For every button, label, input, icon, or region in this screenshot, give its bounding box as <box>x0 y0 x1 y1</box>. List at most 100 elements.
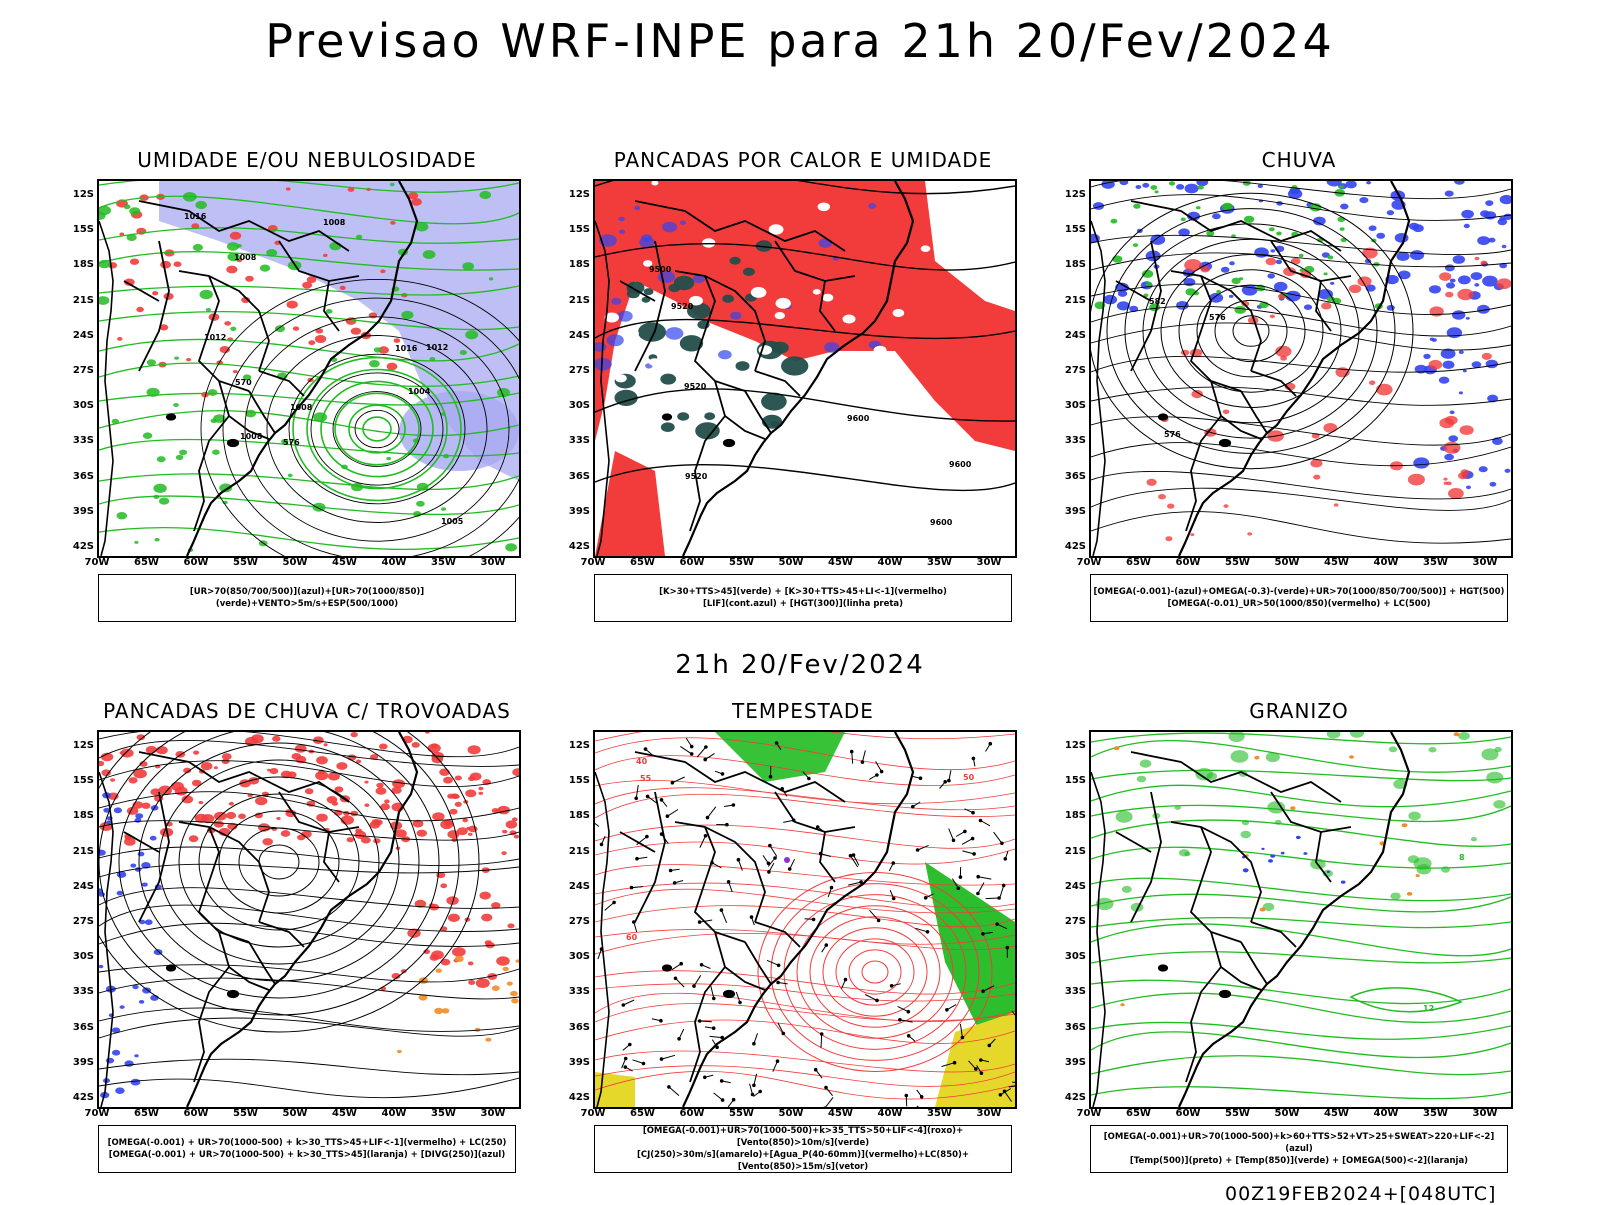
legend-line: [OMEGA(-0.001)+UR>70(1000-500)+k>35_TTS>… <box>595 1125 1011 1149</box>
longitude-tick-label: 70W <box>77 1108 117 1119</box>
latitude-tick-label: 42S <box>1056 1092 1086 1103</box>
lc250-rings <box>99 732 479 1032</box>
latitude-tick-label: 36S <box>64 1022 94 1033</box>
panel-title: CHUVA <box>1069 148 1529 172</box>
longitude-tick-label: 60W <box>1168 1108 1208 1119</box>
longitude-tick-label: 45W <box>325 557 365 568</box>
contour-label: 9600 <box>949 460 972 469</box>
latitude-tick-label: 36S <box>560 1022 590 1033</box>
latitude-tick-label: 39S <box>560 506 590 517</box>
panel-title: UMIDADE E/OU NEBULOSIDADE <box>77 148 537 172</box>
latitude-tick-label: 18S <box>560 810 590 821</box>
longitude-tick-label: 60W <box>176 1108 216 1119</box>
latitude-tick-label: 42S <box>64 541 94 552</box>
latitude-tick-label: 24S <box>64 330 94 341</box>
latitude-tick-label: 39S <box>64 506 94 517</box>
south-america-outline <box>1091 181 1409 556</box>
longitude-tick-label: 65W <box>623 1108 663 1119</box>
panel-legend: [OMEGA(-0.001) + UR>70(1000-500) + k>30_… <box>98 1125 516 1173</box>
latitude-tick-label: 36S <box>64 471 94 482</box>
longitude-tick-label: 35W <box>920 1108 960 1119</box>
latitude-tick-label: 30S <box>1056 951 1086 962</box>
latitude-tick-label: 18S <box>64 810 94 821</box>
longitude-tick-label: 45W <box>325 1108 365 1119</box>
contour-label: 9520 <box>671 302 694 311</box>
latitude-tick-label: 24S <box>560 330 590 341</box>
longitude-tick-label: 30W <box>473 557 513 568</box>
contour-label: 570 <box>235 378 252 387</box>
purple-cell <box>784 857 790 863</box>
longitude-tick-label: 70W <box>573 557 613 568</box>
latitude-tick-label: 30S <box>1056 400 1086 411</box>
latitude-tick-label: 24S <box>560 881 590 892</box>
contour-label: 1016 <box>395 344 418 353</box>
latitude-tick-label: 30S <box>560 400 590 411</box>
longitude-tick-label: 50W <box>275 557 315 568</box>
latitude-tick-label: 24S <box>64 881 94 892</box>
contour-label: 576 <box>1209 313 1226 322</box>
contour-label: 9600 <box>847 414 870 423</box>
panel-legend: [OMEGA(-0.001)+UR>70(1000-500)+k>35_TTS>… <box>594 1125 1012 1173</box>
orange-storms <box>397 956 519 1053</box>
latitude-tick-label: 42S <box>64 1092 94 1103</box>
contour-label: 576 <box>283 438 300 447</box>
latitude-tick-label: 15S <box>64 775 94 786</box>
contour-label: 60 <box>626 933 638 942</box>
longitude-tick-label: 70W <box>1069 1108 1109 1119</box>
mid-title: 21h 20/Fev/2024 <box>0 650 1600 680</box>
longitude-tick-label: 55W <box>722 557 762 568</box>
latitude-tick-label: 21S <box>1056 295 1086 306</box>
longitude-tick-label: 40W <box>1366 1108 1406 1119</box>
legend-line: [OMEGA(-0.01)_UR>50(1000/850)(vermelho) … <box>1167 598 1430 610</box>
south-america-outline <box>99 732 417 1107</box>
latitude-tick-label: 18S <box>1056 259 1086 270</box>
longitude-tick-label: 40W <box>870 1108 910 1119</box>
latitude-tick-label: 30S <box>560 951 590 962</box>
latitude-tick-label: 21S <box>64 846 94 857</box>
contour-label: 1012 <box>204 333 226 342</box>
latitude-tick-label: 33S <box>560 986 590 997</box>
panel-title: GRANIZO <box>1069 699 1529 723</box>
temp850-green <box>1091 733 1511 1099</box>
longitude-tick-label: 50W <box>1267 1108 1307 1119</box>
longitude-tick-label: 50W <box>1267 557 1307 568</box>
longitude-tick-label: 35W <box>920 557 960 568</box>
latitude-tick-label: 21S <box>64 295 94 306</box>
contour-label: 1008 <box>290 403 313 412</box>
longitude-tick-label: 30W <box>969 557 1009 568</box>
longitude-tick-label: 60W <box>672 1108 712 1119</box>
longitude-tick-label: 50W <box>771 1108 811 1119</box>
latitude-tick-label: 36S <box>560 471 590 482</box>
latitude-tick-label: 39S <box>1056 1057 1086 1068</box>
contour-label: 55 <box>640 774 652 783</box>
latitude-tick-label: 33S <box>1056 986 1086 997</box>
legend-line: [Temp(500)](preto) + [Temp(850)](verde) … <box>1130 1155 1468 1167</box>
weather-map <box>97 730 521 1109</box>
legend-line: [OMEGA(-0.001)-(azul)+OMEGA(-0.3)-(verde… <box>1094 586 1505 598</box>
longitude-tick-label: 55W <box>226 1108 266 1119</box>
legend-line: [UR>70(850/700/500)](azul)+[UR>70(1000/8… <box>99 586 515 610</box>
latitude-tick-label: 15S <box>560 224 590 235</box>
longitude-tick-label: 40W <box>374 557 414 568</box>
longitude-tick-label: 70W <box>573 1108 613 1119</box>
contour-label: 50 <box>963 773 975 782</box>
latitude-tick-label: 15S <box>560 775 590 786</box>
legend-line: [OMEGA(-0.001) + UR>70(1000-500) + k>30_… <box>108 1137 507 1149</box>
contour-label: 1005 <box>441 517 464 526</box>
panel-legend: [UR>70(850/700/500)](azul)+[UR>70(1000/8… <box>98 574 516 622</box>
latitude-tick-label: 24S <box>1056 330 1086 341</box>
latitude-tick-label: 33S <box>1056 435 1086 446</box>
longitude-tick-label: 60W <box>672 557 712 568</box>
panel-legend: [OMEGA(-0.001)+UR>70(1000-500)+k>60+TTS>… <box>1090 1125 1508 1173</box>
longitude-tick-label: 55W <box>1218 557 1258 568</box>
contour-label: 1012 <box>426 343 448 352</box>
longitude-tick-label: 70W <box>1069 557 1109 568</box>
contour-label: 9520 <box>685 472 708 481</box>
longitude-tick-label: 35W <box>1416 557 1456 568</box>
legend-line: [CJ(250)>30m/s](amarelo)+[Agua_P(40-60mm… <box>595 1149 1011 1173</box>
longitude-tick-label: 65W <box>127 557 167 568</box>
legend-line: [OMEGA(-0.001)+UR>70(1000-500)+k>60+TTS>… <box>1091 1131 1507 1155</box>
contour-label: 8 <box>1459 853 1465 862</box>
